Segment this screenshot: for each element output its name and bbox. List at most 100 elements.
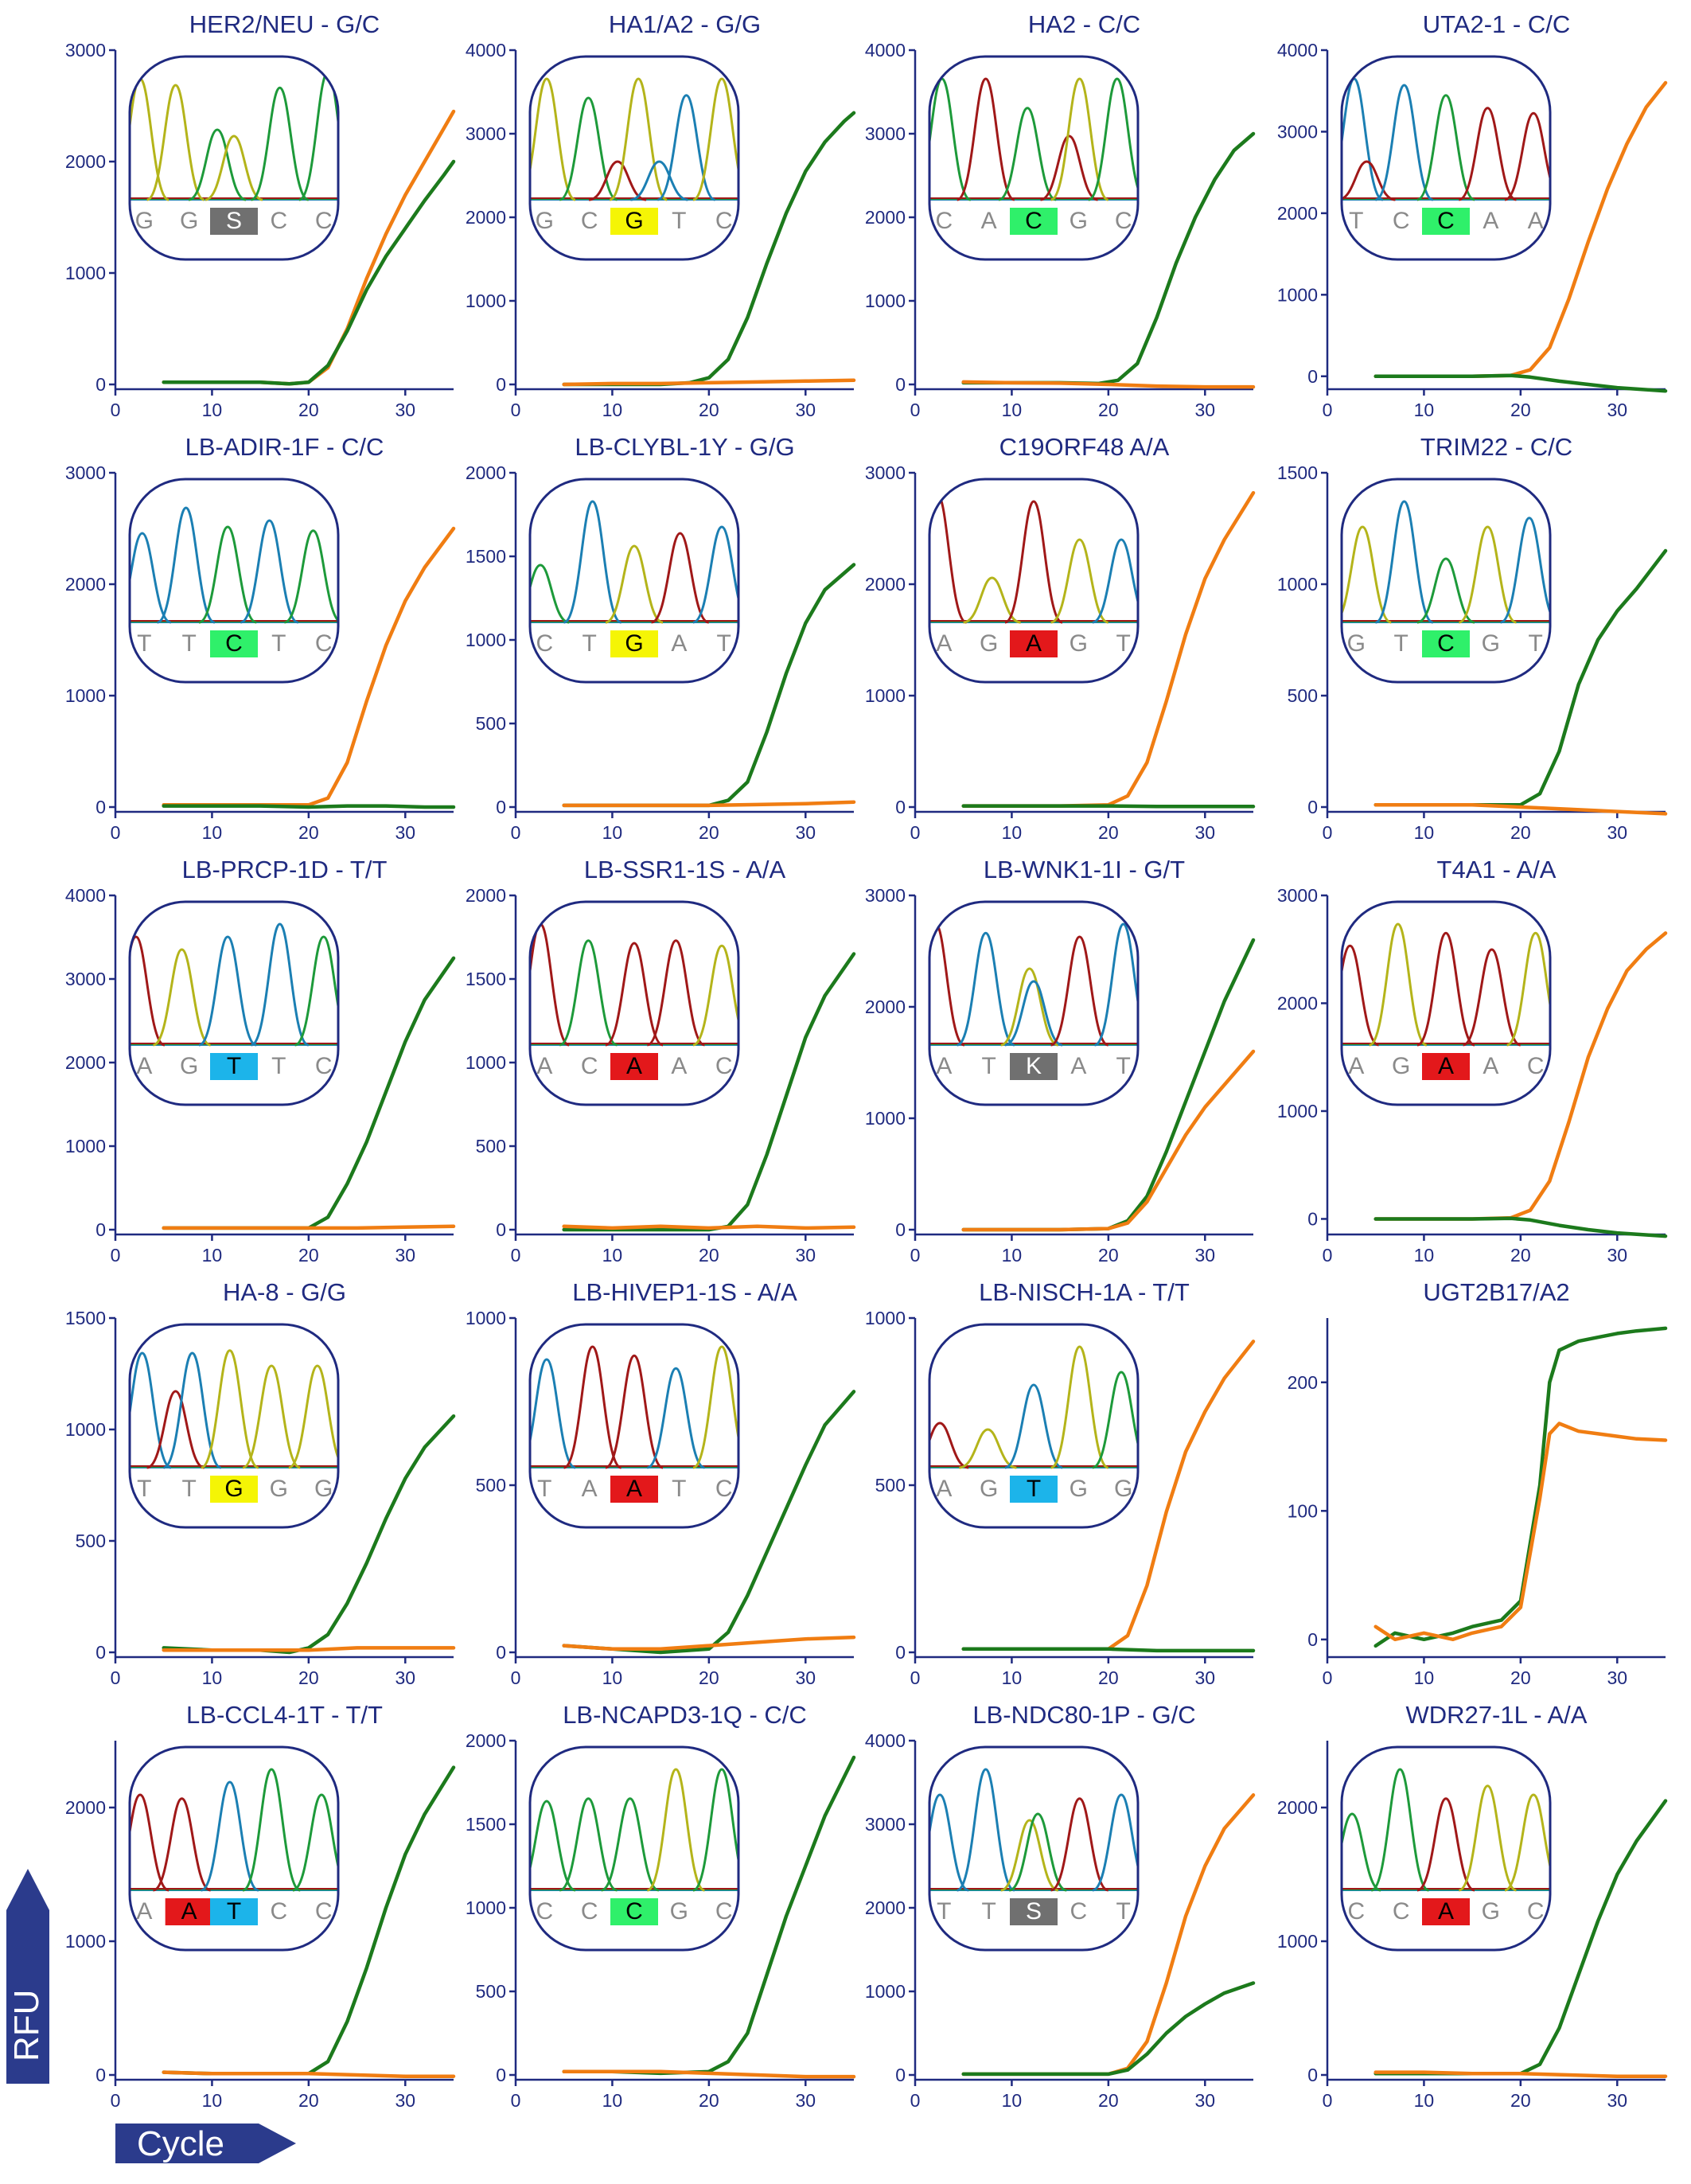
- y-tick-label: 0: [895, 374, 906, 395]
- panel-title: HA-8 - G/G: [223, 1278, 346, 1306]
- y-tick-label: 2000: [466, 1730, 506, 1751]
- y-tick-label: 1000: [466, 291, 506, 311]
- base-letter: T: [672, 1476, 686, 1502]
- y-tick-label: 2000: [1277, 1797, 1318, 1818]
- chromatogram-peak: [1093, 922, 1138, 1047]
- y-tick-label: 1500: [65, 1308, 106, 1328]
- x-tick-label: 10: [1002, 400, 1023, 420]
- y-tick-label: 3000: [65, 969, 106, 989]
- panel-title: LB-NISCH-1A - T/T: [979, 1278, 1190, 1306]
- panel-title: TRIM22 - C/C: [1420, 433, 1572, 461]
- base-letter: C: [1437, 208, 1455, 234]
- chromatogram-peak: [601, 1797, 660, 1892]
- base-letter: C: [1393, 1898, 1410, 1925]
- base-letter: A: [1438, 1053, 1454, 1079]
- x-tick-label: 20: [699, 1667, 719, 1688]
- base-call-badge: [1422, 208, 1470, 235]
- base-letter: A: [626, 1476, 642, 1502]
- chromatogram-peak: [1416, 94, 1475, 201]
- base-letter: A: [136, 1053, 152, 1079]
- base-letter: T: [1394, 630, 1409, 657]
- y-tick-label: 1000: [466, 1308, 506, 1328]
- base-letter: C: [715, 1476, 733, 1502]
- chromatogram-peak: [957, 931, 1015, 1047]
- base-letter: A: [1483, 1053, 1498, 1079]
- chromatogram-peak: [1008, 1812, 1067, 1892]
- chart-panel-9: LB-PRCP-1D - T/T 0 1000 2000 3000 4000 0 10 20 30…: [65, 856, 456, 1266]
- inset-background: [929, 57, 1138, 259]
- x-tick-label: 20: [1098, 2090, 1119, 2111]
- x-tick-label: 0: [1323, 1667, 1333, 1688]
- y-tick-label: 0: [1307, 797, 1318, 817]
- chromatogram-peak: [240, 519, 299, 624]
- series-line-orange: [562, 1224, 856, 1230]
- base-letter: A: [1438, 1898, 1454, 1925]
- panel-title: UTA2-1 - C/C: [1423, 10, 1570, 38]
- y-tick-label: 1500: [466, 1814, 506, 1835]
- y-tick-label: 0: [496, 374, 506, 395]
- base-call-badge: [1010, 1898, 1058, 1925]
- x-tick-label: 0: [111, 400, 121, 420]
- y-tick-label: 1000: [65, 1136, 106, 1156]
- series-line-green: [961, 804, 1256, 809]
- y-tick-label: 0: [496, 1219, 506, 1240]
- y-tick-label: 0: [496, 797, 506, 817]
- chromatogram-peak: [1004, 500, 1063, 624]
- base-letter: C: [270, 1898, 287, 1925]
- base-letter: C: [1393, 208, 1410, 234]
- series-line-green: [162, 804, 456, 809]
- y-tick-label: 4000: [65, 885, 106, 906]
- series-line-green: [1373, 1326, 1668, 1648]
- chromatogram-peak: [1416, 1797, 1475, 1892]
- series-line-green: [961, 1981, 1256, 2077]
- chromatogram-peak: [1092, 1371, 1138, 1469]
- y-tick-label: 4000: [865, 1730, 906, 1751]
- x-tick-label: 0: [910, 2090, 921, 2111]
- y-tick-label: 3000: [865, 885, 906, 906]
- chromatogram-peak: [201, 1780, 259, 1892]
- y-tick-label: 0: [95, 797, 106, 817]
- chromatogram-peak: [188, 128, 247, 201]
- base-letter: T: [182, 1476, 197, 1502]
- chromatogram-peak: [692, 944, 738, 1047]
- x-tick-label: 30: [1194, 400, 1215, 420]
- base-letter: C: [315, 630, 333, 657]
- y-tick-label: 2000: [865, 1897, 906, 1918]
- inset-background: [530, 1747, 738, 1950]
- y-tick-label: 0: [1307, 1208, 1318, 1229]
- y-tick-label: 1000: [1277, 1931, 1318, 1952]
- base-letter: A: [936, 630, 952, 657]
- cycle-arrow-shape: [115, 2124, 296, 2163]
- chromatogram-peak: [198, 525, 257, 624]
- base-letter: T: [137, 630, 151, 657]
- x-tick-label: 10: [1002, 822, 1023, 843]
- series-line-orange: [961, 1049, 1256, 1232]
- base-letter: C: [1348, 1898, 1366, 1925]
- base-letter: G: [180, 1053, 198, 1079]
- base-letter: T: [1528, 630, 1542, 657]
- series-line-green: [162, 159, 456, 386]
- base-call-badge: [1010, 1053, 1058, 1080]
- base-letter: K: [1026, 1053, 1042, 1079]
- y-tick-label: 1500: [466, 546, 506, 567]
- chromatogram-peak: [651, 532, 710, 624]
- base-letter: T: [982, 1898, 996, 1925]
- chromatogram-peak: [1004, 1383, 1063, 1469]
- x-tick-label: 20: [298, 822, 319, 843]
- base-letter: G: [1070, 1476, 1088, 1502]
- chromatogram-peak: [1458, 107, 1517, 201]
- x-tick-label: 10: [1002, 2090, 1023, 2111]
- y-tick-label: 500: [76, 1531, 106, 1551]
- y-tick-label: 2000: [65, 574, 106, 595]
- x-tick-label: 10: [1002, 1245, 1023, 1266]
- chromatogram-peak: [563, 1345, 622, 1469]
- chromatogram-peak: [294, 935, 338, 1047]
- base-letter: T: [227, 1898, 241, 1925]
- base-letter: A: [1528, 208, 1544, 234]
- base-letter: C: [1527, 1053, 1545, 1079]
- y-tick-label: 500: [476, 1981, 506, 2002]
